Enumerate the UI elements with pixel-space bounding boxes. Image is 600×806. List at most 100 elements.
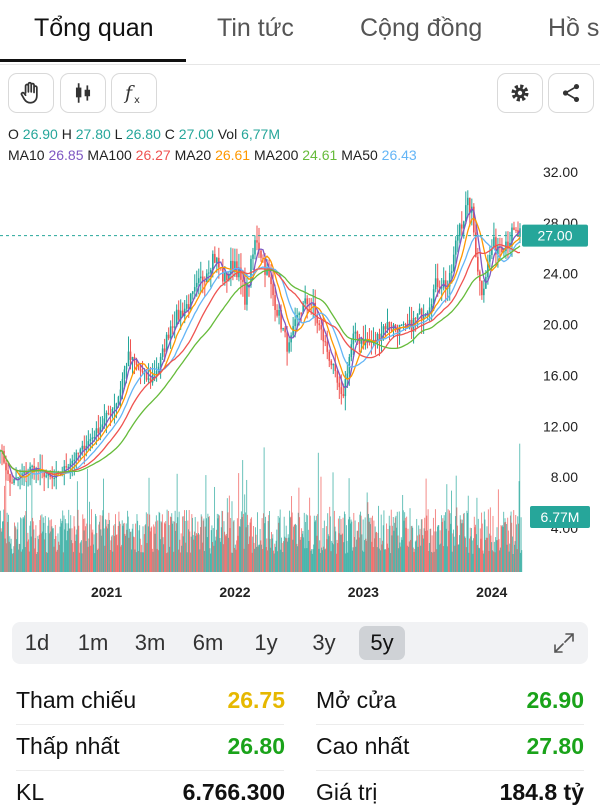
volume-bar	[230, 552, 232, 572]
last-volume-label: 6.77M	[541, 509, 580, 525]
volume-bar	[117, 545, 118, 572]
function-icon: f x	[123, 82, 140, 106]
volume-bar	[167, 510, 169, 572]
candle-body	[119, 389, 122, 397]
volume-bar	[80, 541, 82, 572]
tab-overview[interactable]: Tổng quan	[34, 14, 154, 42]
volume-bar	[177, 549, 179, 572]
candlestick-button[interactable]	[60, 73, 106, 113]
volume-bar	[366, 540, 367, 572]
tab-profile[interactable]: Hồ s	[548, 14, 600, 42]
hand-tool-button[interactable]	[8, 73, 54, 113]
candle-body	[288, 342, 290, 352]
indicator-button[interactable]: f x	[111, 73, 157, 113]
volume-bar	[316, 535, 318, 572]
volume-bar	[108, 512, 110, 572]
volume-bar	[72, 543, 74, 572]
volume-bar	[516, 549, 518, 572]
volume-bar	[132, 523, 134, 572]
volume-bar	[70, 515, 72, 572]
volume-bar	[62, 510, 64, 572]
volume-bar	[300, 537, 302, 572]
settings-button[interactable]	[497, 73, 543, 113]
volume-bar	[297, 546, 299, 572]
volume-bar	[188, 529, 189, 572]
expand-icon[interactable]	[552, 631, 576, 655]
candle-body	[228, 274, 230, 281]
volume-bar	[519, 443, 521, 572]
volume-bar	[521, 550, 523, 572]
volume-bar	[376, 547, 378, 572]
volume-bar	[440, 543, 442, 572]
volume-bar	[312, 549, 314, 572]
range-1y[interactable]: 1y	[254, 630, 278, 655]
tab-community[interactable]: Cộng đồng	[360, 14, 483, 42]
volume-bar	[280, 549, 282, 572]
share-button[interactable]	[548, 73, 594, 113]
volume-bar	[166, 509, 168, 572]
volume-bar	[423, 528, 425, 572]
volume-bar	[196, 534, 198, 572]
tab-news[interactable]: Tin tức	[217, 14, 294, 42]
volume-bar	[359, 514, 361, 572]
ma20-line	[0, 217, 521, 478]
close-label: C	[164, 126, 175, 142]
volume-bar	[255, 534, 257, 572]
volume-bar	[139, 525, 141, 572]
volume-bar	[354, 536, 355, 572]
volume-bar	[76, 481, 78, 572]
volume-bar	[197, 521, 199, 572]
volume-bar	[388, 515, 390, 572]
candle-body	[334, 363, 337, 372]
volume-bar	[235, 549, 237, 572]
volume-bar	[173, 521, 175, 572]
candle-body	[276, 309, 278, 316]
volume-bar	[217, 518, 219, 572]
volume-bar	[25, 511, 27, 572]
volume-bar	[396, 527, 398, 572]
volume-bar	[30, 521, 32, 572]
volume-bar	[463, 512, 465, 572]
open-price-value: 26.90	[526, 687, 584, 713]
range-1m[interactable]: 1m	[77, 630, 109, 655]
volume-bar	[380, 514, 382, 572]
price-chart[interactable]: 32.0028.0024.0020.0016.0012.008.004.0020…	[0, 0, 600, 615]
range-3y[interactable]: 3y	[312, 630, 336, 655]
volume-bar	[482, 550, 484, 572]
volume-bar	[79, 543, 81, 572]
volume-bar	[496, 527, 498, 572]
candle-body	[340, 387, 343, 395]
volume-bar	[317, 452, 319, 572]
volume-bar	[364, 517, 366, 572]
last-price-tag	[522, 224, 588, 247]
volume-bar	[293, 524, 295, 572]
ma50-label: MA50	[341, 147, 378, 163]
candle-body	[240, 267, 242, 280]
range-3m[interactable]: 3m	[134, 630, 166, 655]
volume-bar	[167, 552, 169, 572]
volume-bar	[493, 541, 495, 572]
volume-bar	[138, 530, 140, 572]
volume-bar	[1, 531, 3, 572]
candle-body	[469, 197, 471, 213]
range-5y[interactable]: 5y	[359, 626, 405, 660]
volume-bar	[304, 548, 306, 572]
candle-body	[201, 276, 204, 282]
candle-body	[338, 382, 341, 388]
volume-bar	[501, 526, 503, 572]
candle-body	[163, 348, 166, 352]
range-6m[interactable]: 6m	[192, 630, 224, 655]
ma20-value: 26.61	[215, 147, 251, 163]
volume-bar	[210, 530, 212, 572]
volume-bar	[372, 515, 373, 572]
volume-bar	[151, 526, 153, 572]
divider	[16, 770, 284, 771]
svg-text:f: f	[123, 82, 135, 104]
volume-bar	[185, 542, 187, 572]
volume-bar	[511, 536, 513, 572]
volume-bar	[126, 529, 128, 572]
volume-bar	[41, 514, 43, 572]
candle-body	[193, 287, 196, 292]
candle-body	[501, 247, 503, 253]
range-1d[interactable]: 1d	[24, 630, 50, 655]
